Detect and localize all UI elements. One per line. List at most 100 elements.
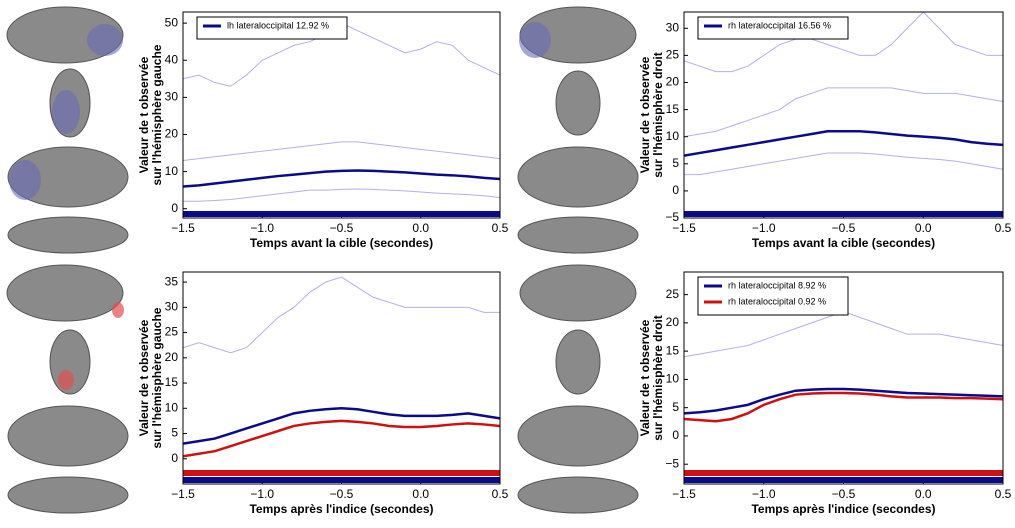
x-tick-label: −1.5	[171, 221, 195, 235]
chart-panel: −5 0 5 10 15 20 25 30 −1.5 −1.0 −0.5 0.0 0.5 rh later…	[638, 11, 1012, 250]
x-axis-label: Temps après l'indice (secondes)	[249, 502, 433, 516]
plot-lines	[684, 12, 1003, 217]
legend: rh lateraloccipital 8.92 % rh lateralocci…	[697, 276, 849, 316]
y-axis-label: Valeur de t observée	[638, 319, 652, 436]
x-tick-label: 0.0	[412, 221, 429, 235]
y-tick-label: 0	[672, 428, 679, 442]
x-tick-label: −1.0	[752, 487, 776, 501]
brain-highlight	[9, 160, 41, 200]
legend: lh lateraloccipital 12.92 %	[196, 16, 348, 40]
brain-ventral	[517, 216, 639, 254]
y-tick-label: 30	[666, 20, 680, 34]
y-tick-label: 10	[666, 129, 680, 143]
brain-highlight	[112, 302, 124, 318]
x-tick-label: 0.5	[492, 221, 509, 235]
y-axis-label: sur l'hémisphère droit	[651, 315, 665, 441]
series-line	[684, 311, 1003, 358]
x-tick-label: 0.0	[412, 487, 429, 501]
brain-ventral	[517, 476, 639, 514]
y-tick-label: 5	[171, 426, 178, 440]
y-tick-label: 30	[165, 90, 179, 104]
y-tick-label: 10	[165, 400, 179, 414]
x-axis-label: Temps après l'indice (secondes)	[751, 502, 935, 516]
x-tick-label: 0.5	[995, 487, 1012, 501]
significance-band	[183, 470, 500, 476]
x-tick-label: −0.5	[330, 221, 354, 235]
significance-band	[183, 477, 500, 483]
x-tick-label: 0.0	[915, 221, 932, 235]
x-tick-label: −1.0	[250, 221, 274, 235]
y-tick-label: 30	[165, 300, 179, 314]
y-tick-label: 5	[672, 400, 679, 414]
chart-panel: 0 5 10 15 20 25 30 35 −1.5 −1.0 −0.5 0.0 0.5 Temps ap…	[137, 271, 509, 516]
x-tick-label: −1.0	[250, 487, 274, 501]
brain-highlight	[52, 90, 80, 134]
y-tick-label: 10	[165, 164, 179, 178]
legend-label: rh lateraloccipital 0.92 %	[728, 296, 826, 306]
brain-lateral	[6, 264, 124, 322]
series-line	[183, 407, 500, 445]
y-tick-label: 20	[666, 315, 680, 329]
y-tick-label: 15	[666, 102, 680, 116]
brain-medial	[7, 146, 129, 208]
series-line	[684, 87, 1003, 138]
plot-lines	[684, 311, 1003, 483]
y-axis-label: sur l'hémisphère gauche	[150, 307, 164, 448]
y-axis-label: Valeur de t observée	[638, 56, 652, 173]
brain-lateral	[519, 264, 637, 322]
y-tick-label: 0	[672, 183, 679, 197]
y-axis-label: sur l'hémisphère gauche	[150, 44, 164, 185]
x-tick-label: −0.5	[330, 487, 354, 501]
series-line	[684, 387, 1003, 415]
x-tick-label: −0.5	[832, 487, 856, 501]
y-tick-label: 10	[666, 372, 680, 386]
legend-label: lh lateraloccipital 12.92 %	[227, 20, 329, 30]
plot-lines	[183, 276, 500, 483]
series-line	[684, 12, 1003, 73]
y-tick-label: 25	[666, 48, 680, 62]
y-axis-label: sur l'hémisphère droit	[651, 52, 665, 178]
x-tick-label: −1.5	[171, 487, 195, 501]
y-tick-label: 5	[672, 156, 679, 170]
brain-medial	[7, 405, 129, 467]
x-tick-label: 0.5	[492, 487, 509, 501]
series-line	[684, 152, 1003, 176]
brain-posterior	[555, 70, 601, 136]
legend-label: rh lateraloccipital 8.92 %	[728, 280, 826, 290]
x-tick-label: −1.5	[672, 487, 696, 501]
brain-medial	[517, 146, 639, 208]
y-tick-label: 25	[666, 287, 680, 301]
brain-ventral	[7, 216, 129, 254]
y-tick-label: 20	[165, 127, 179, 141]
significance-band	[684, 477, 1003, 483]
y-tick-label: 15	[666, 343, 680, 357]
significance-band	[183, 211, 500, 217]
significance-band	[684, 470, 1003, 476]
y-tick-label: 0	[171, 201, 178, 215]
series-line	[183, 419, 500, 458]
y-tick-label: 20	[165, 350, 179, 364]
chart-panel: 0 10 20 30 40 50 −1.5 −1.0 −0.5 0.0 0.5 lh lateralo…	[137, 11, 509, 250]
y-tick-label: −5	[665, 210, 679, 224]
y-axis-label: Valeur de t observée	[137, 56, 151, 173]
brain-highlight	[519, 22, 551, 58]
brain-highlight	[87, 24, 123, 56]
series-line	[183, 276, 500, 354]
plot-lines	[183, 22, 500, 217]
legend-box	[697, 16, 849, 40]
y-tick-label: 35	[165, 274, 179, 288]
x-tick-label: −1.5	[672, 221, 696, 235]
x-axis-label: Temps avant la cible (secondes)	[250, 236, 433, 250]
y-tick-label: 50	[165, 15, 179, 29]
y-tick-label: 0	[171, 451, 178, 465]
brain-highlight	[58, 370, 74, 390]
plot-frame	[683, 11, 1004, 219]
y-tick-label: 40	[165, 52, 179, 66]
y-tick-label: 25	[165, 325, 179, 339]
series-line	[183, 169, 500, 188]
x-tick-label: −1.0	[752, 221, 776, 235]
x-tick-label: 0.0	[915, 487, 932, 501]
series-line	[684, 391, 1003, 423]
series-line	[684, 130, 1003, 157]
